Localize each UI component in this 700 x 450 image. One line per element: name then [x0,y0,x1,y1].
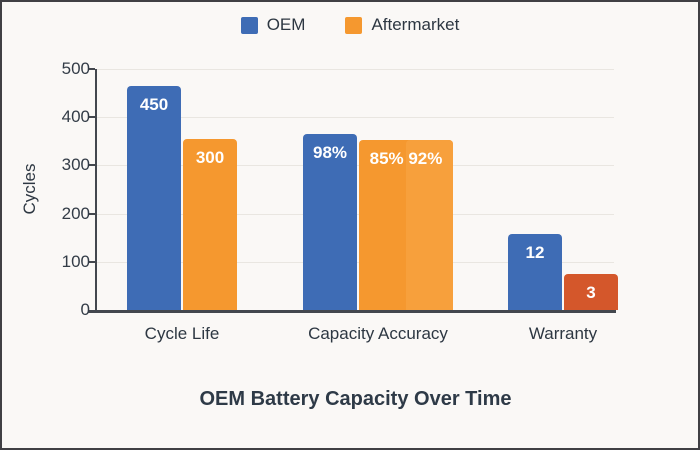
y-tick-mark [89,68,95,70]
bar-oem-cycle-life: 450 [127,86,181,310]
bar-value-label: 85% 92% [369,149,443,168]
bar-value-label: 3 [586,283,596,302]
category-label-capacity-accuracy: Capacity Accuracy [308,324,448,343]
bar-oem-capacity-accuracy: 98% [303,134,357,310]
legend-swatch [240,16,258,34]
y-tick-mark [89,116,95,119]
y-axis-title: Cycles [20,163,39,215]
y-axis-line [95,69,97,310]
gridline-400 [97,117,614,119]
bar-aftermarket-cycle-life: 300 [183,139,237,310]
y-tick-label-500: 500 [61,59,90,78]
legend-label: Aftermarket [371,15,460,34]
legend-item-oem: OEM [240,15,306,35]
y-tick-label-200: 200 [61,203,90,223]
bar-oem-warranty: 12 [508,234,562,310]
y-tick-label-0: 0 [80,300,90,319]
legend-label: OEM [266,15,306,34]
y-tick-mark [89,260,95,263]
category-label-warranty: Warranty [528,324,598,343]
y-tick-mark [89,164,95,167]
plot-area: 450 300 98% 85% 92% 12 3 [88,68,618,313]
bar-value-label: 300 [195,148,225,167]
y-tick-label-300: 300 [61,155,90,175]
category-label-cycle-life: Cycle Life [144,324,220,343]
legend-item-aftermarket: Aftermarket [345,15,459,35]
bar-value-label: 12 [525,243,545,262]
bar-aftermarket-capacity-accuracy: 85% 92% [359,140,453,310]
y-tick-mark [89,212,95,215]
bar-aftermarket-warranty: 3 [564,274,618,310]
y-tick-label-100: 100 [61,251,90,271]
legend: OEM Aftermarket [2,15,698,35]
y-tick-label-400: 400 [61,107,90,127]
chart-title: OEM Battery Capacity Over Time [199,388,512,410]
legend-swatch [345,16,363,34]
bar-value-label: 450 [139,95,169,114]
x-axis-line [88,310,616,313]
bar-value-label: 98% [312,143,348,162]
bar-second-half [406,140,453,310]
gridline-500 [97,69,614,70]
